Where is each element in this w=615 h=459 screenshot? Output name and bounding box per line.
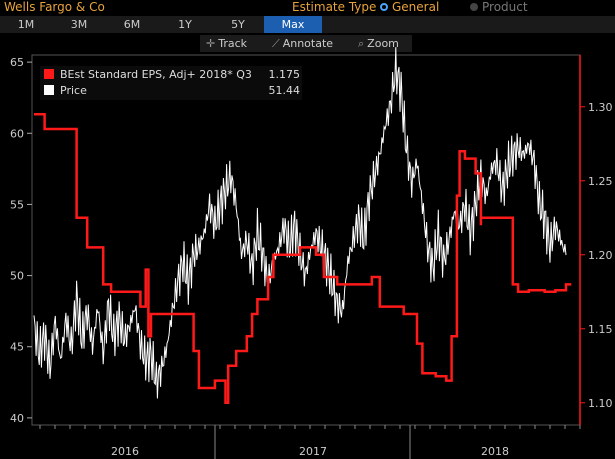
left-axis-label: 55 bbox=[10, 198, 24, 211]
tab-1y[interactable]: 1Y bbox=[178, 18, 192, 31]
zoom-button[interactable]: ⌕ Zoom bbox=[358, 37, 399, 50]
annotate-button[interactable]: ⟋ Annotate bbox=[272, 37, 334, 50]
right-axis-label: 1.20 bbox=[588, 249, 613, 262]
x-axis-year-label: 2016 bbox=[111, 445, 139, 458]
right-axis-label: 1.30 bbox=[588, 101, 613, 114]
track-button[interactable]: ✛ Track bbox=[206, 37, 248, 50]
zoom-icon: ⌕ bbox=[358, 37, 365, 50]
legend-item-eps: BEst Standard EPS, Adj+ 2018* Q3 1.175 bbox=[40, 67, 302, 82]
tab-1m[interactable]: 1M bbox=[17, 18, 35, 31]
x-axis-year-label: 2017 bbox=[299, 445, 327, 458]
crosshair-icon: ✛ bbox=[206, 37, 216, 50]
eps-swatch bbox=[44, 69, 54, 79]
radio-selected-icon bbox=[380, 3, 388, 11]
x-axis-year-label: 2018 bbox=[481, 445, 509, 458]
tab-6m[interactable]: 6M bbox=[123, 18, 141, 31]
right-axis-label: 1.25 bbox=[588, 175, 613, 188]
price-swatch bbox=[44, 85, 54, 95]
company-name: Wells Fargo & Co bbox=[4, 0, 105, 14]
left-axis-label: 65 bbox=[10, 56, 24, 69]
right-axis-label: 1.10 bbox=[588, 397, 613, 410]
pencil-icon: ⟋ bbox=[272, 37, 280, 50]
left-axis-label: 40 bbox=[10, 412, 24, 425]
option-product-label: Product bbox=[482, 0, 528, 14]
left-axis-label: 60 bbox=[10, 127, 24, 140]
legend-item-price: Price 51.44 bbox=[40, 83, 302, 98]
eps-line bbox=[34, 112, 572, 405]
title-bar: Wells Fargo & Co Estimate Type General P… bbox=[0, 0, 615, 16]
option-general[interactable]: General bbox=[380, 0, 439, 14]
tab-max[interactable]: Max bbox=[264, 16, 322, 33]
left-axis-label: 50 bbox=[10, 270, 24, 283]
option-general-label: General bbox=[392, 0, 440, 14]
tab-3m[interactable]: 3M bbox=[70, 18, 88, 31]
plot-frame bbox=[31, 54, 581, 426]
price-line bbox=[33, 47, 567, 399]
option-product[interactable]: Product bbox=[470, 0, 528, 14]
range-tabs: 1M 3M 6M 1Y 5Y Max bbox=[0, 16, 615, 33]
estimate-type-label: Estimate Type bbox=[292, 0, 377, 14]
right-axis-label: 1.15 bbox=[588, 323, 613, 336]
chart-toolbar: ✛ Track ⟋ Annotate ⌕ Zoom bbox=[200, 35, 412, 52]
radio-unselected-icon bbox=[470, 3, 478, 11]
left-axis-label: 45 bbox=[10, 341, 24, 354]
chart-legend: BEst Standard EPS, Adj+ 2018* Q3 1.175 P… bbox=[40, 66, 302, 100]
tab-5y[interactable]: 5Y bbox=[231, 18, 245, 31]
